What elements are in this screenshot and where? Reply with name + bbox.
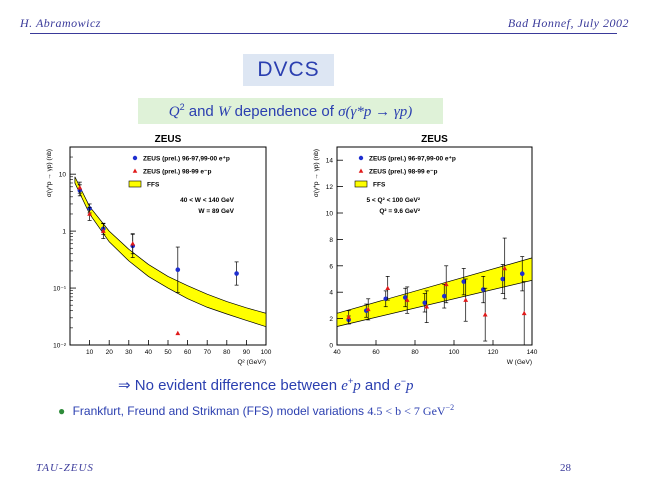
data-point-eminus: [87, 211, 92, 216]
data-point-eminus: [482, 312, 488, 317]
slide-header: H. Abramowicz Bad Honnef, July 2002: [14, 16, 633, 32]
header-rule: [30, 33, 617, 34]
data-point-eminus: [100, 228, 106, 233]
x-tick-label: 20: [106, 349, 114, 356]
x-tick-label: 40: [333, 349, 341, 356]
x-tick-label: 90: [243, 349, 251, 356]
data-point-eplus: [402, 295, 408, 300]
y-tick-label: 10⁻¹: [53, 286, 67, 293]
x-tick-label: 50: [164, 349, 172, 356]
legend-marker-eplus: [132, 155, 138, 161]
ffs-band: [336, 257, 533, 327]
data-point-eminus: [130, 241, 136, 246]
annotation: W = 89 GeV: [198, 208, 234, 215]
y-tick-label: 10: [59, 172, 67, 179]
bullet-dot-icon: ●: [58, 404, 66, 418]
y-tick-label: 10: [326, 211, 334, 218]
data-point-eplus: [234, 271, 239, 276]
y-tick-label: 1: [62, 229, 66, 236]
y-tick-label: 8: [329, 237, 333, 244]
data-point-eminus: [404, 297, 410, 302]
y-tick-label: 10⁻²: [53, 343, 67, 350]
plot-q2: ZEUS 10 20 30 40 50 60 70 80 90 100 10 1 10⁻¹ 10⁻² Q² (…: [44, 131, 284, 373]
chart-title: ZEUS: [155, 134, 182, 145]
data-point-eminus: [463, 297, 469, 302]
footer-left: TAU-ZEUS: [36, 462, 94, 474]
legend-marker-eminus: [132, 168, 138, 173]
plot-q2-svg: ZEUS 10 20 30 40 50 60 70 80 90 100 10 1 10⁻¹ 10⁻² Q² (…: [46, 134, 272, 366]
legend-label: ZEUS (prel.) 98-99 e⁻p: [143, 169, 211, 176]
plot-w: ZEUS 40 60 80 100 120 140 0 2 4 6 8 10 12 14 W (GeV) σ(γ…: [308, 131, 548, 373]
data-point-eminus: [385, 285, 391, 291]
author: H. Abramowicz: [20, 16, 101, 30]
legend-swatch-ffs: [354, 180, 368, 188]
y-tick-label: 4: [329, 290, 333, 297]
data-point-eminus: [502, 265, 508, 271]
x-tick-label: 60: [184, 349, 192, 356]
slide-subtitle: Q2 and W dependence of σ(γ*p → γp): [168, 101, 413, 120]
x-tick-label: 140: [527, 349, 538, 356]
y-axis-label: σ(γ*p → γp) (nb): [313, 149, 320, 197]
y-axis-label: σ(γ*p → γp) (nb): [46, 149, 53, 197]
x-tick-label: 100: [261, 349, 272, 356]
y-tick-label: 14: [326, 158, 334, 165]
x-tick-label: 40: [145, 349, 153, 356]
x-tick-label: 30: [125, 349, 133, 356]
y-tick-label: 2: [329, 316, 333, 323]
bullet-ffs: ● Frankfurt, Freund and Strikman (FFS) m…: [58, 403, 455, 418]
x-tick-label: 80: [411, 349, 419, 356]
x-axis-label: Q² (GeV²): [237, 359, 266, 366]
legend-marker-eminus: [358, 168, 364, 173]
data-point-eplus: [519, 271, 525, 277]
slide-title: DVCS: [257, 58, 320, 81]
x-tick-label: 120: [488, 349, 499, 356]
data-point-eminus: [77, 185, 83, 190]
legend-swatch-ffs: [128, 180, 142, 188]
legend-label: ZEUS (prel.) 96-97,99-00 e⁺p: [143, 156, 230, 163]
x-axis-label: W (GeV): [507, 359, 532, 366]
title-box: DVCS: [243, 54, 334, 86]
annotation: Q² = 9.6 GeV²: [379, 208, 420, 215]
conclusion: ⇒ No evident difference between e+p and …: [118, 376, 414, 394]
x-tick-label: 80: [223, 349, 231, 356]
legend-label: ZEUS (prel.) 98-99 e⁻p: [369, 169, 437, 176]
data-point-eminus: [521, 310, 527, 316]
data-point-eplus: [461, 279, 467, 284]
x-tick-label: 70: [204, 349, 212, 356]
chart-title: ZEUS: [421, 134, 448, 145]
subtitle-box: Q2 and W dependence of σ(γ*p → γp): [138, 98, 443, 124]
annotation: 40 < W < 140 GeV: [180, 197, 235, 204]
data-point-eplus: [422, 300, 428, 306]
page-number: 28: [560, 462, 571, 474]
x-tick-label: 100: [449, 349, 460, 356]
data-point-eplus: [175, 267, 181, 273]
ffs-band: [74, 176, 267, 328]
x-tick-label: 10: [86, 349, 94, 356]
y-tick-label: 0: [329, 343, 333, 350]
data-point-eplus: [500, 276, 506, 282]
venue: Bad Honnef, July 2002: [507, 16, 629, 30]
data-point-eminus: [346, 314, 352, 320]
plot-w-svg: ZEUS 40 60 80 100 120 140 0 2 4 6 8 10 12 14 W (GeV) σ(γ…: [313, 134, 538, 366]
legend-marker-eplus: [358, 155, 364, 161]
x-tick-label: 60: [372, 349, 380, 356]
legend-label: ZEUS (prel.) 96-97,99-00 e⁺p: [369, 156, 456, 163]
data-point-eplus: [441, 293, 447, 299]
y-tick-label: 12: [326, 184, 334, 191]
data-point-eminus: [175, 330, 181, 336]
data-point-eminus: [443, 281, 449, 287]
y-tick-label: 6: [329, 263, 333, 270]
legend-label: FFS: [373, 182, 386, 189]
legend-label: FFS: [147, 182, 160, 189]
data-point-eminus: [424, 304, 430, 309]
annotation: 5 < Q² < 100 GeV²: [367, 197, 421, 204]
data-point-eminus: [365, 306, 371, 312]
